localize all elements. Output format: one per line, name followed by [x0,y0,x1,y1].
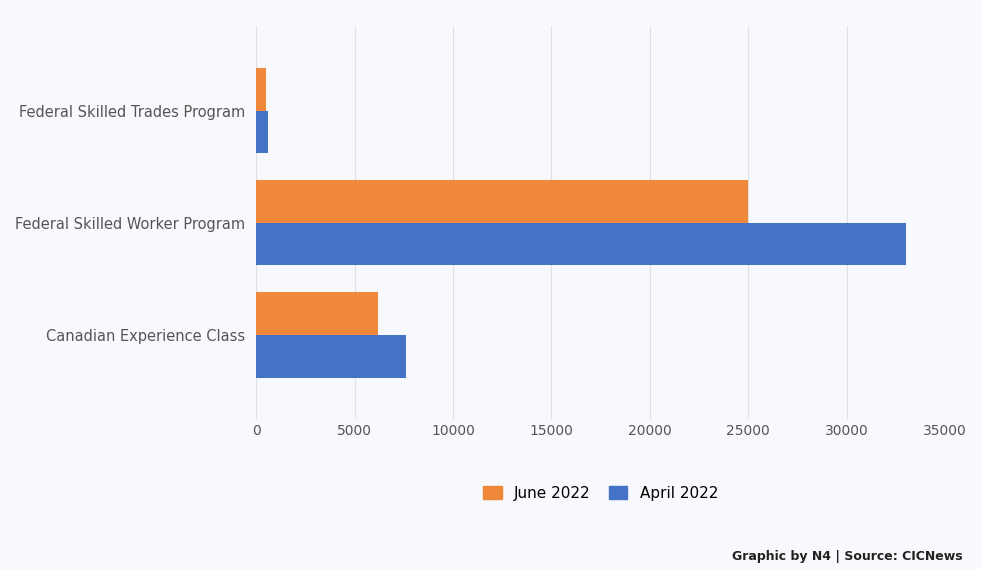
Legend: June 2022, April 2022: June 2022, April 2022 [476,478,726,508]
Text: Graphic by N4 | Source: CICNews: Graphic by N4 | Source: CICNews [732,550,962,563]
Bar [256,68,266,110]
Bar [256,110,268,153]
Bar [256,335,406,378]
Bar [256,292,378,335]
Bar [256,180,748,223]
Bar [256,223,905,266]
